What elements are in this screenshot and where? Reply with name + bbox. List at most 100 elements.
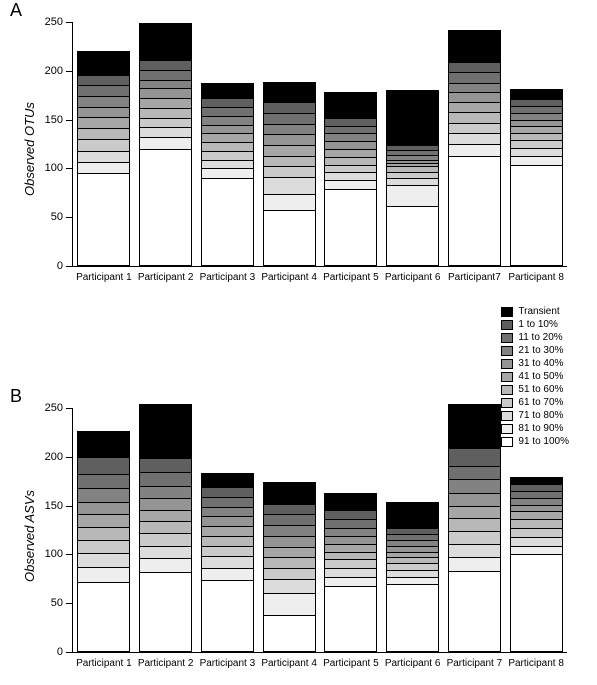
bar-segment bbox=[386, 570, 439, 577]
stacked-bar bbox=[448, 404, 501, 652]
x-tick-label: Participant 5 bbox=[323, 272, 379, 283]
x-tick-label: Participant 6 bbox=[385, 658, 441, 669]
x-tick-label: Participant 1 bbox=[76, 272, 132, 283]
y-tick bbox=[66, 652, 72, 653]
bar-segment bbox=[448, 156, 501, 266]
y-tick-label: 0 bbox=[57, 646, 63, 658]
bar-segment bbox=[324, 577, 377, 586]
bar-segment bbox=[77, 75, 130, 86]
bar-segment bbox=[201, 133, 254, 142]
bar-slot: Participant 2 bbox=[135, 22, 197, 266]
bar-segment bbox=[263, 102, 316, 113]
bar-segment bbox=[324, 586, 377, 652]
x-tick-label: Participant 1 bbox=[76, 658, 132, 669]
legend-swatch bbox=[501, 359, 513, 369]
bar-segment bbox=[510, 537, 563, 546]
y-tick-label: 250 bbox=[45, 16, 63, 28]
stacked-bar bbox=[324, 493, 377, 652]
bar-segment bbox=[448, 30, 501, 62]
stacked-bar bbox=[77, 51, 130, 266]
bar-segment bbox=[201, 516, 254, 526]
bar-segment bbox=[201, 160, 254, 169]
bar-segment bbox=[510, 491, 563, 498]
bar-segment bbox=[448, 72, 501, 83]
bar-segment bbox=[263, 557, 316, 568]
y-tick bbox=[66, 120, 72, 121]
panel-A-bars: Participant 1Participant 2Participant 3P… bbox=[73, 22, 567, 266]
bar-segment bbox=[201, 497, 254, 507]
bar-segment bbox=[448, 544, 501, 558]
stacked-bar bbox=[324, 92, 377, 266]
bar-slot: Participant 2 bbox=[135, 408, 197, 652]
bar-segment bbox=[510, 528, 563, 537]
bar-segment bbox=[77, 107, 130, 117]
bar-segment bbox=[139, 70, 192, 80]
figure-root: A Observed OTUs Participant 1Participant… bbox=[0, 0, 597, 685]
bar-segment bbox=[201, 125, 254, 134]
legend-label: 11 to 20% bbox=[518, 331, 562, 344]
y-tick bbox=[66, 266, 72, 267]
bar-segment bbox=[263, 194, 316, 211]
bar-segment bbox=[263, 177, 316, 194]
bar-segment bbox=[77, 139, 130, 151]
bar-segment bbox=[263, 525, 316, 536]
bar-segment bbox=[324, 189, 377, 266]
bar-segment bbox=[324, 133, 377, 141]
y-tick bbox=[66, 22, 72, 23]
bar-segment bbox=[201, 151, 254, 160]
bar-segment bbox=[510, 477, 563, 484]
stacked-bar bbox=[510, 89, 563, 266]
bar-segment bbox=[77, 514, 130, 527]
bar-segment bbox=[201, 98, 254, 107]
x-tick-label: Participant 4 bbox=[261, 272, 317, 283]
y-tick-label: 200 bbox=[45, 451, 63, 463]
bar-slot: Participant7 bbox=[444, 22, 506, 266]
bar-segment bbox=[139, 521, 192, 533]
stacked-bar bbox=[139, 23, 192, 266]
bar-segment bbox=[386, 563, 439, 570]
panel-A-plot: Participant 1Participant 2Participant 3P… bbox=[72, 22, 567, 267]
bar-segment bbox=[324, 126, 377, 134]
stacked-bar bbox=[77, 431, 130, 652]
bar-slot: Participant 8 bbox=[505, 22, 567, 266]
x-tick-label: Participant 2 bbox=[138, 272, 194, 283]
bar-segment bbox=[448, 506, 501, 519]
stacked-bar bbox=[139, 404, 192, 652]
bar-segment bbox=[324, 568, 377, 577]
bar-segment bbox=[448, 466, 501, 480]
bar-segment bbox=[139, 404, 192, 458]
bar-segment bbox=[263, 156, 316, 167]
bar-segment bbox=[324, 180, 377, 189]
bar-segment bbox=[263, 113, 316, 124]
legend-label: 41 to 50% bbox=[518, 370, 563, 383]
bar-segment bbox=[386, 206, 439, 266]
bar-segment bbox=[510, 546, 563, 555]
bar-segment bbox=[201, 178, 254, 266]
bar-segment bbox=[263, 536, 316, 547]
bar-segment bbox=[510, 148, 563, 156]
bar-segment bbox=[201, 526, 254, 536]
bar-segment bbox=[510, 484, 563, 491]
bar-segment bbox=[324, 493, 377, 510]
bar-segment bbox=[263, 134, 316, 145]
bar-segment bbox=[448, 92, 501, 102]
bar-segment bbox=[448, 112, 501, 123]
x-tick-label: Participant 3 bbox=[200, 658, 256, 669]
bar-segment bbox=[77, 162, 130, 174]
y-tick-label: 0 bbox=[57, 260, 63, 272]
bar-segment bbox=[510, 113, 563, 120]
y-tick bbox=[66, 71, 72, 72]
bar-segment bbox=[263, 615, 316, 652]
bar-segment bbox=[139, 558, 192, 572]
stacked-bar bbox=[510, 477, 563, 652]
y-tick-label: 200 bbox=[45, 65, 63, 77]
legend-row: 41 to 50% bbox=[501, 370, 569, 383]
panel-A-ylabel: Observed OTUs bbox=[22, 102, 37, 196]
bar-segment bbox=[201, 580, 254, 652]
bar-slot: Participant 1 bbox=[73, 22, 135, 266]
bar-segment bbox=[386, 90, 439, 145]
bar-segment bbox=[510, 498, 563, 505]
bar-segment bbox=[510, 133, 563, 140]
legend-swatch bbox=[501, 346, 513, 356]
bar-segment bbox=[201, 168, 254, 178]
